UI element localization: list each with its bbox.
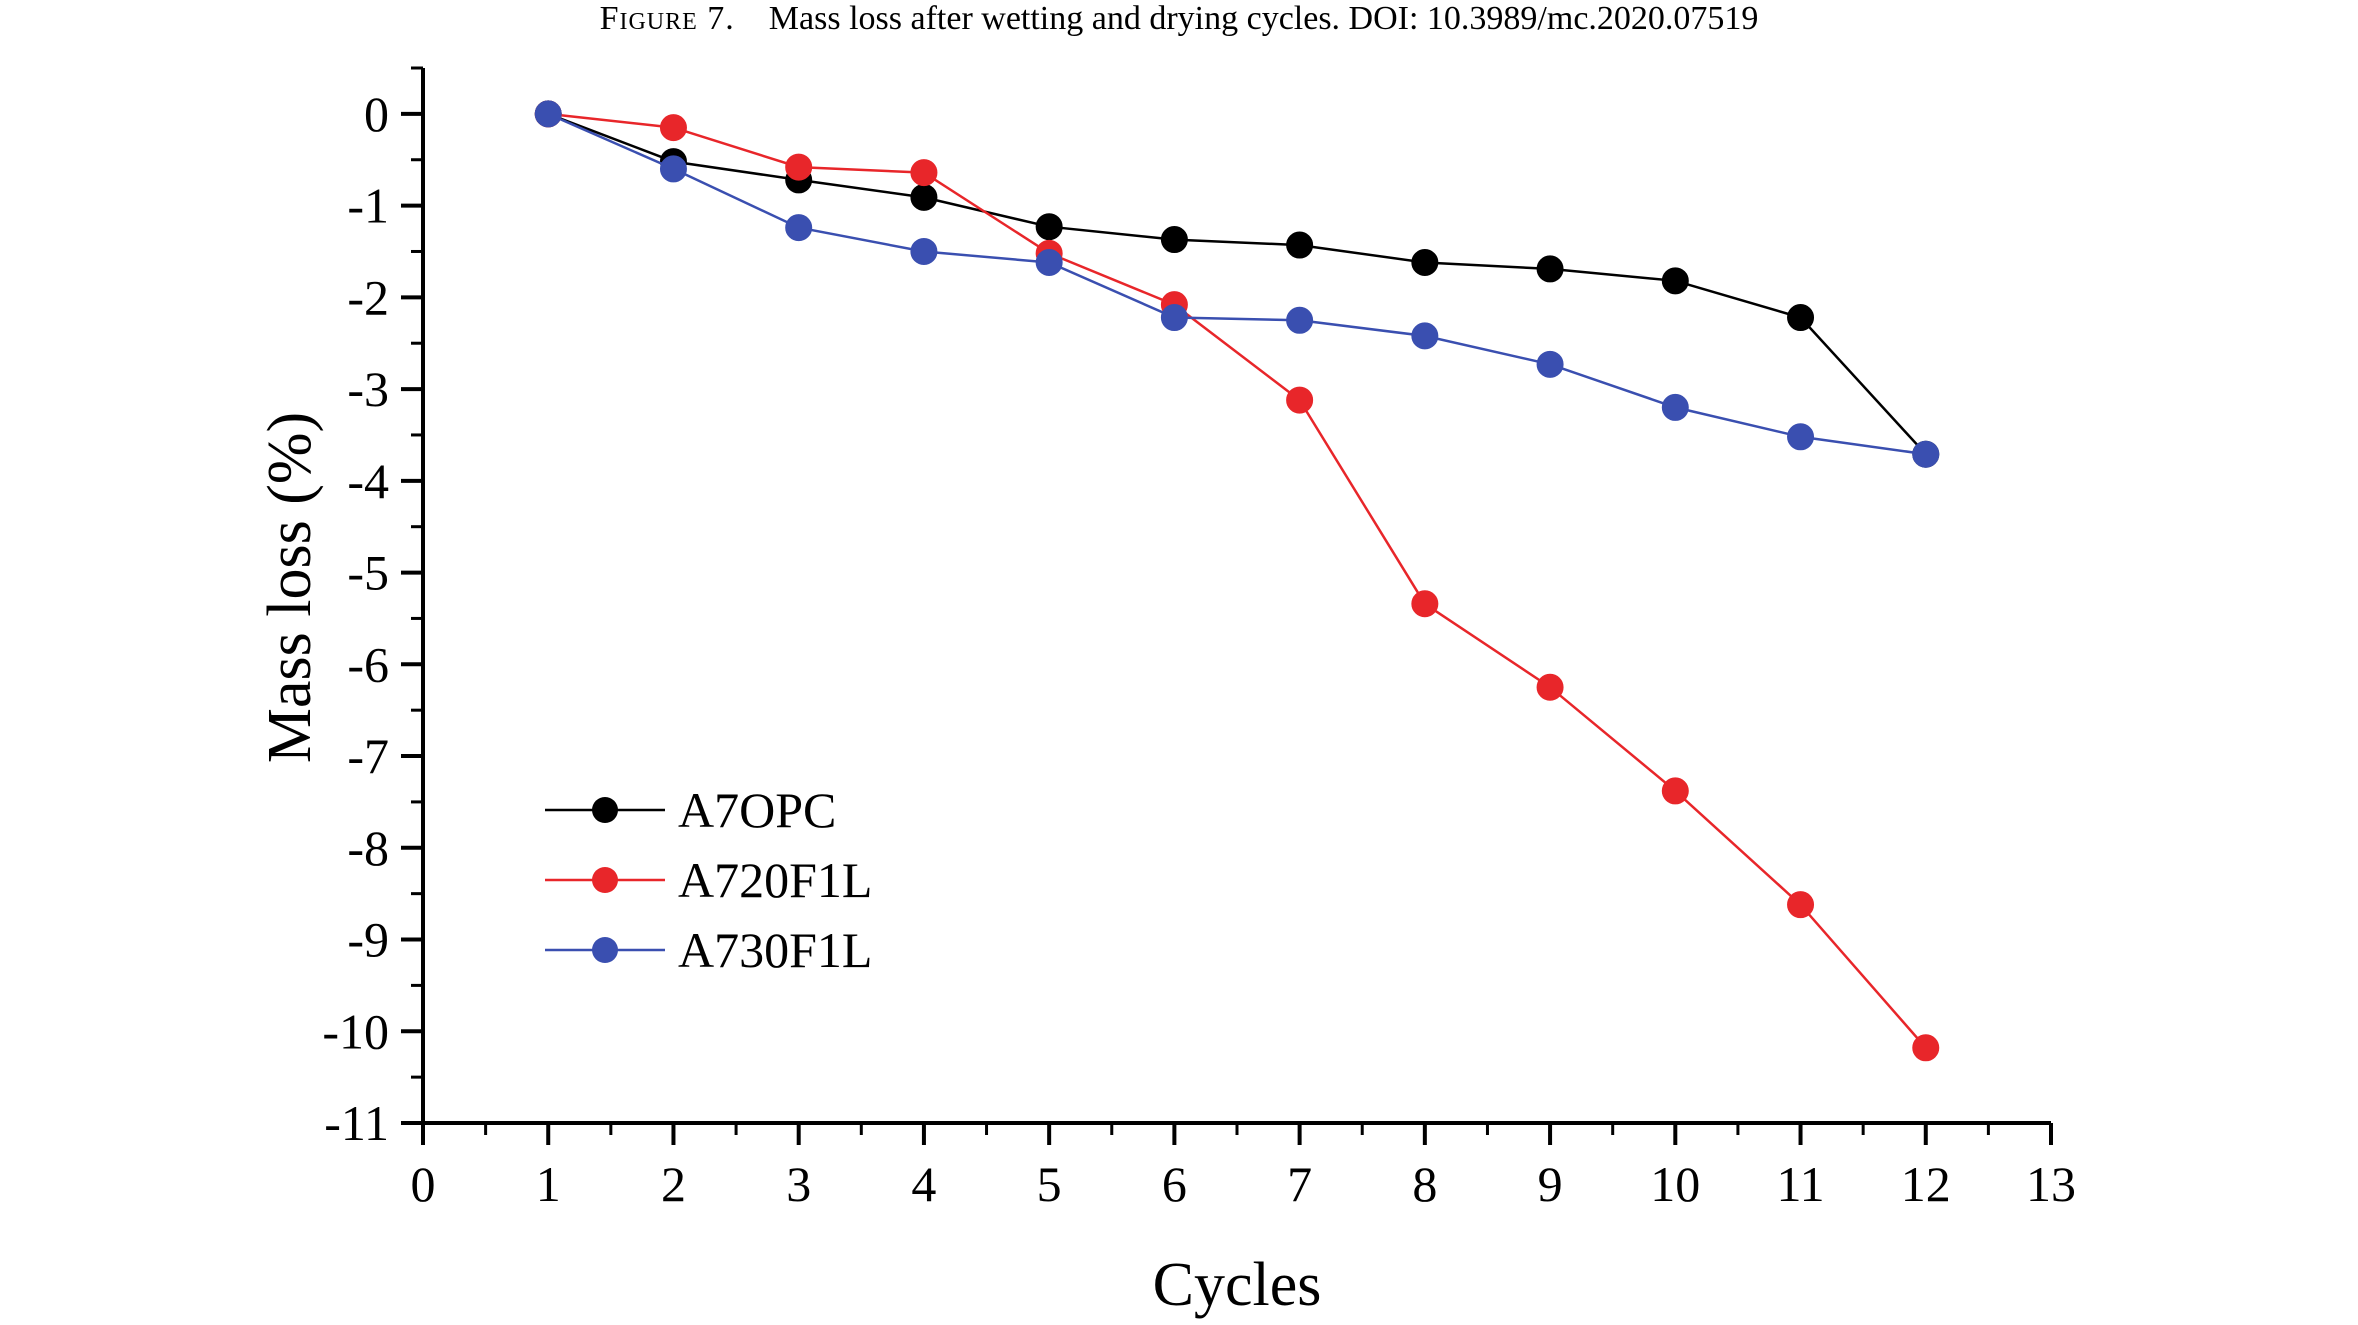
data-point-A720F1L (659, 114, 687, 142)
data-point-A720F1L (1661, 777, 1689, 805)
legend-marker-A730F1L (592, 937, 618, 963)
data-point-A7OPC (1160, 226, 1188, 254)
x-tick-label: 8 (1412, 1156, 1437, 1212)
x-tick-label: 10 (1650, 1156, 1700, 1212)
data-point-A7OPC (1787, 304, 1815, 332)
y-tick-label: -5 (347, 545, 389, 601)
data-point-A730F1L (1912, 440, 1940, 468)
series-line-A730F1L (547, 112, 1926, 456)
data-point-A7OPC (910, 183, 938, 211)
y-tick-label: -4 (347, 453, 389, 509)
y-tick-label: -1 (347, 178, 389, 234)
data-point-A7OPC (1536, 255, 1564, 283)
x-tick-label: 7 (1287, 1156, 1312, 1212)
data-point-A730F1L (910, 237, 938, 265)
data-point-A7OPC (1035, 213, 1063, 241)
data-point-A7OPC (1286, 231, 1314, 259)
y-tick-label: -3 (347, 361, 389, 417)
y-tick-label: -8 (347, 820, 389, 876)
figure-caption: Figure 7. Mass loss after wetting and dry… (0, 0, 2358, 40)
x-tick-label: 13 (2026, 1156, 2076, 1212)
data-point-A730F1L (1787, 423, 1815, 451)
x-tick-label: 9 (1538, 1156, 1563, 1212)
x-tick-label: 2 (661, 1156, 686, 1212)
data-point-A730F1L (534, 100, 562, 128)
y-tick-label: -10 (322, 1003, 389, 1059)
data-point-A730F1L (1160, 304, 1188, 332)
y-tick-label: -2 (347, 269, 389, 325)
data-point-A720F1L (1787, 891, 1815, 919)
x-axis-title: Cycles (1153, 1251, 1322, 1319)
y-tick-label: -7 (347, 728, 389, 784)
data-point-A720F1L (910, 159, 938, 187)
legend-label-A720F1L: A720F1L (678, 852, 872, 908)
data-point-A730F1L (1286, 306, 1314, 334)
legend-marker-A720F1L (592, 867, 618, 893)
caption-text: Mass loss after wetting and drying cycle… (768, 0, 1759, 37)
y-axis-title: Mass loss (%) (256, 412, 324, 763)
data-point-A720F1L (1912, 1034, 1940, 1062)
data-point-A730F1L (659, 155, 687, 183)
series-line-A7OPC (547, 112, 1927, 456)
x-tick-label: 0 (411, 1156, 436, 1212)
x-tick-label: 6 (1162, 1156, 1187, 1212)
x-tick-label: 4 (911, 1156, 936, 1212)
data-point-A730F1L (1411, 322, 1439, 350)
caption-label: Figure 7. (599, 0, 735, 37)
x-tick-label: 5 (1037, 1156, 1062, 1212)
data-point-A730F1L (785, 214, 813, 242)
x-tick-label: 1 (536, 1156, 561, 1212)
legend-label-A730F1L: A730F1L (678, 922, 872, 978)
data-point-A7OPC (1661, 267, 1689, 295)
legend-marker-A7OPC (592, 797, 618, 823)
data-point-A730F1L (1536, 350, 1564, 378)
data-point-A730F1L (1661, 393, 1689, 421)
data-point-A7OPC (1411, 248, 1439, 276)
x-tick-label: 11 (1776, 1156, 1824, 1212)
series-line-A720F1L (548, 112, 1927, 1049)
y-tick-label: -6 (347, 636, 389, 692)
y-tick-label: 0 (364, 86, 389, 142)
data-point-A720F1L (1536, 673, 1564, 701)
data-point-A720F1L (1286, 386, 1314, 414)
y-tick-label: -9 (347, 912, 389, 968)
x-tick-label: 3 (786, 1156, 811, 1212)
legend-label-A7OPC: A7OPC (678, 782, 836, 838)
x-tick-label: 12 (1901, 1156, 1951, 1212)
y-tick-label: -11 (324, 1095, 389, 1151)
data-point-A720F1L (1411, 590, 1439, 618)
data-point-A720F1L (785, 153, 813, 181)
data-point-A730F1L (1035, 248, 1063, 276)
